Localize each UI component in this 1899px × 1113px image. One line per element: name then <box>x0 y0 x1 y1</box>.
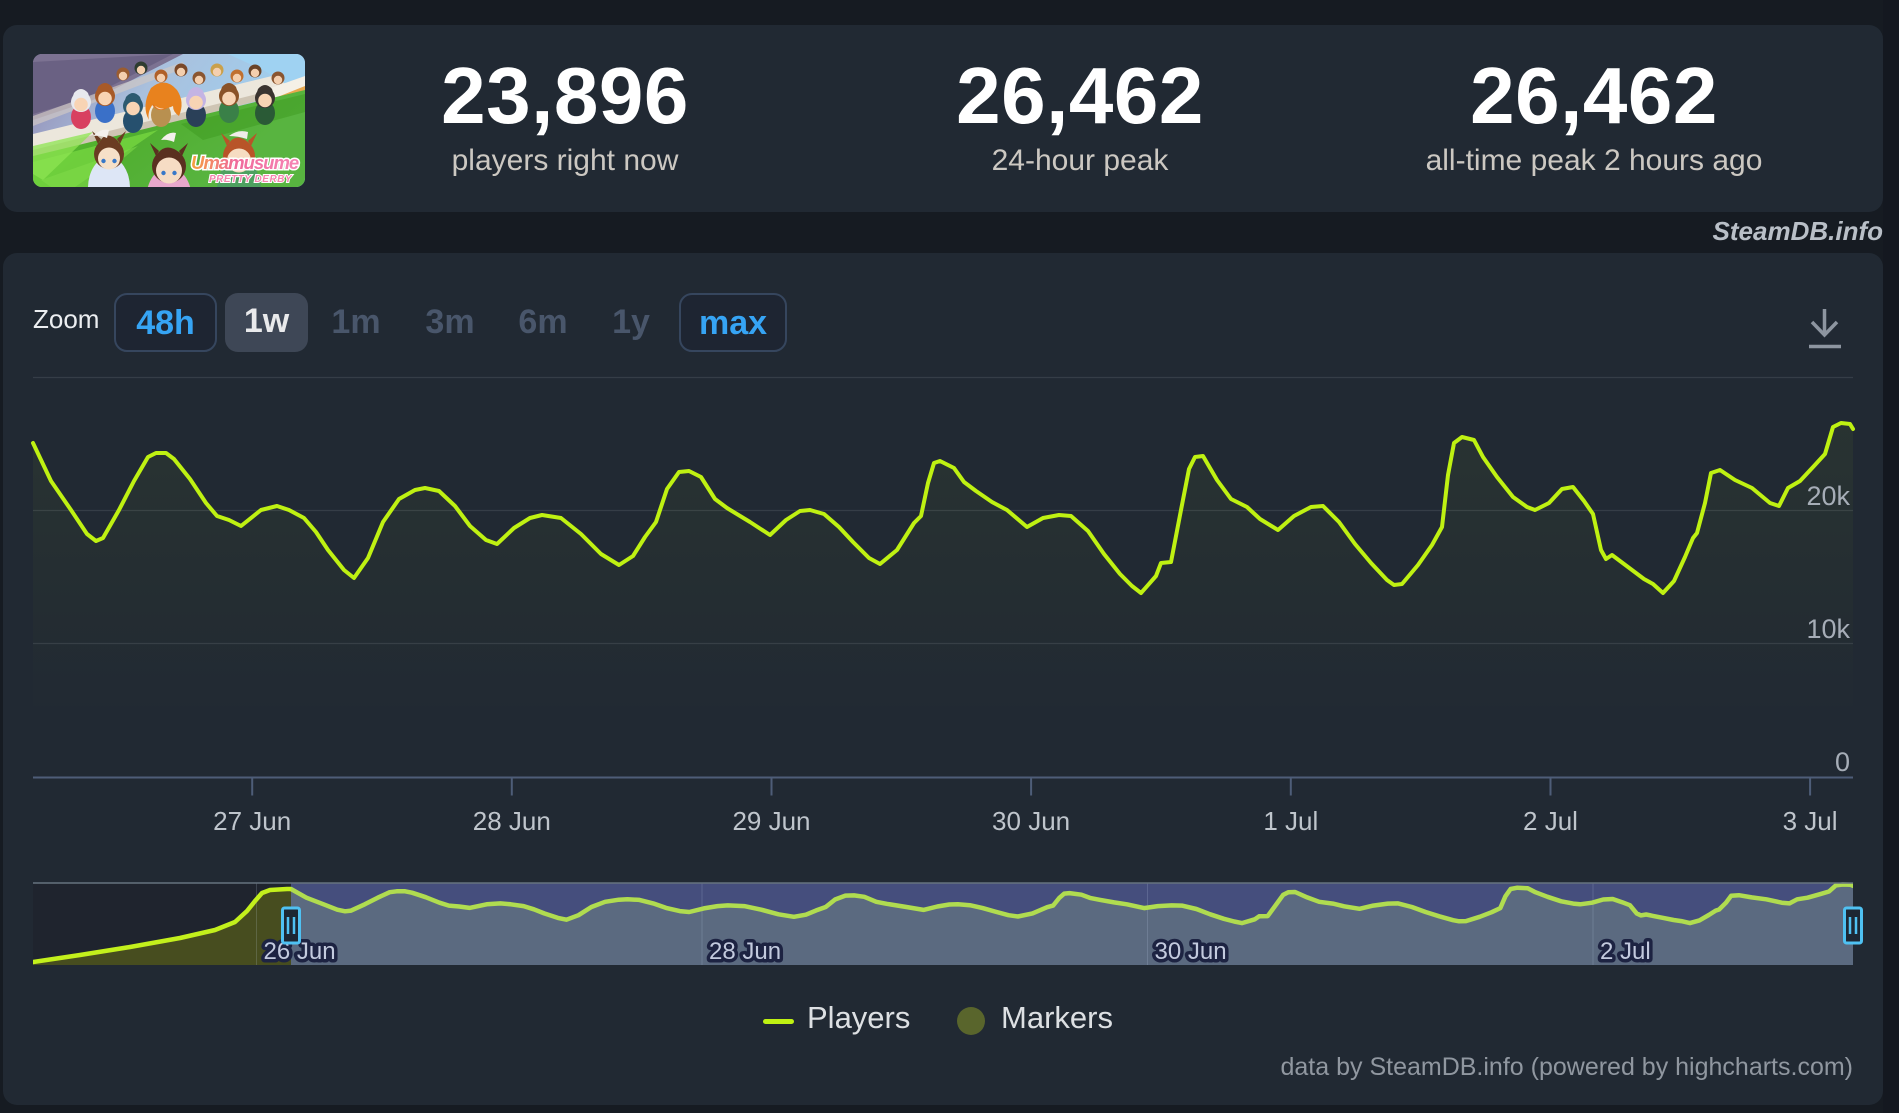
svg-text:10k: 10k <box>1806 614 1850 644</box>
svg-text:PRETTY DERBY: PRETTY DERBY <box>209 174 293 185</box>
svg-text:30 Jun: 30 Jun <box>1155 938 1227 965</box>
svg-text:1 Jul: 1 Jul <box>1263 806 1318 836</box>
svg-text:0: 0 <box>1835 747 1850 777</box>
svg-text:3 Jul: 3 Jul <box>1783 806 1838 836</box>
svg-text:Umamusume: Umamusume <box>191 152 299 173</box>
svg-text:29 Jun: 29 Jun <box>732 806 810 836</box>
svg-text:2 Jul: 2 Jul <box>1600 938 1651 965</box>
svg-text:2 Jul: 2 Jul <box>1523 806 1578 836</box>
svg-text:30 Jun: 30 Jun <box>992 806 1070 836</box>
svg-text:28 Jun: 28 Jun <box>709 938 781 965</box>
svg-text:20k: 20k <box>1806 481 1850 511</box>
svg-text:28 Jun: 28 Jun <box>473 806 551 836</box>
svg-text:27 Jun: 27 Jun <box>213 806 291 836</box>
